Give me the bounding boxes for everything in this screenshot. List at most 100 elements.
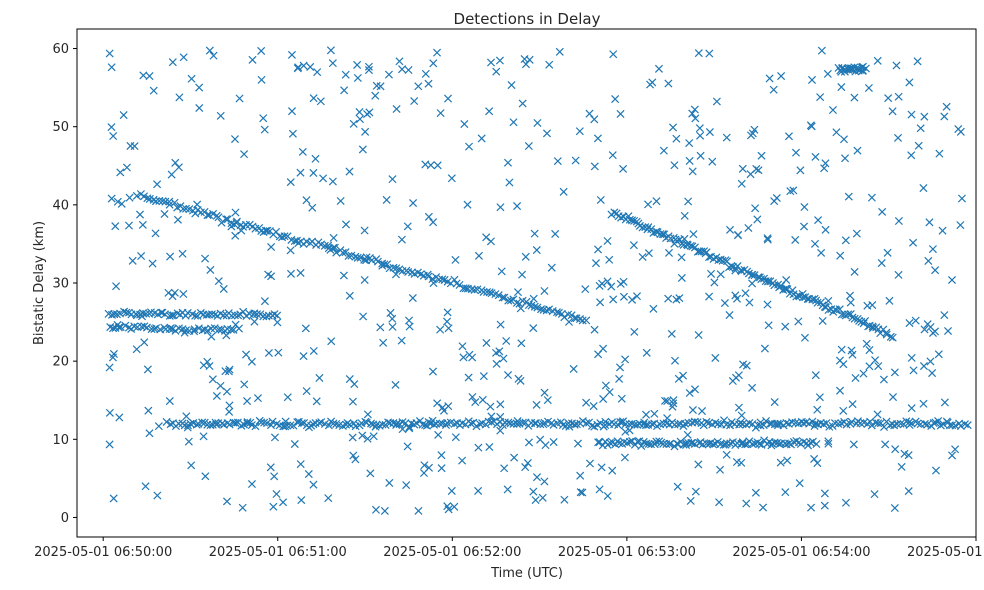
detection-point [722,133,731,142]
detection-point [893,133,903,142]
detection-point [784,132,793,141]
detection-point [862,339,871,348]
detection-point [237,226,246,235]
detection-point [355,108,364,117]
y-tick-label: 50 [52,120,69,135]
detection-point [616,109,625,118]
x-tick-label: 2025-05-01 06:55:00 [907,545,984,560]
detection-point [603,236,612,245]
detection-point [251,422,260,431]
detection-point [252,310,262,319]
detection-point [865,346,874,355]
detection-point [593,134,602,143]
detection-point [810,421,819,430]
detection-point [916,124,925,133]
detection-point [203,357,212,366]
detection-point [524,300,533,309]
detection-point [398,425,407,434]
detection-point [630,327,639,336]
detection-point [447,174,456,183]
detection-point [107,123,116,132]
detection-point [934,417,943,426]
detection-point [120,307,129,316]
detection-point [296,460,305,469]
detection-point [840,154,850,163]
detection-point [487,412,496,421]
detection-point [782,284,791,293]
detection-point [237,421,246,430]
detection-point [358,145,367,154]
detection-point [707,269,716,278]
detection-point [770,197,779,206]
detection-point [388,314,397,323]
detection-point [711,418,720,427]
detection-point [497,267,506,276]
detection-point [685,389,694,398]
detection-point [496,400,505,409]
detection-point [765,74,774,83]
detection-point [813,298,822,307]
detection-point [345,167,354,176]
detection-point [590,115,599,124]
detection-point [914,141,923,150]
detection-point [513,202,522,211]
detection-point [919,184,928,193]
detection-point [794,317,803,326]
detection-point [298,147,307,156]
detection-point [204,310,214,319]
detection-point [302,387,311,396]
detection-point [360,275,369,285]
detection-point [273,311,282,320]
detection-point [201,254,210,263]
detection-point [107,194,116,203]
detection-point [907,110,916,119]
detection-point [507,81,516,90]
detection-point [905,418,914,427]
detection-point [617,394,626,403]
detection-point [846,298,855,307]
detection-point [750,125,759,134]
detection-point [530,229,539,238]
detection-point [940,112,949,121]
detection-point [222,215,231,224]
detection-point [907,353,916,362]
detection-point [320,241,329,250]
detection-point [392,104,401,114]
detection-point [720,416,729,425]
detection-point [770,398,779,407]
detection-point [808,437,817,446]
detection-point [212,391,221,401]
detection-point [909,238,918,247]
detection-point [167,170,176,179]
detection-point [520,54,529,64]
detection-point [907,151,916,160]
detection-point [731,266,740,275]
detection-point [926,357,935,366]
detection-point [498,293,507,302]
detection-point [479,287,488,296]
detection-point [939,420,948,429]
detection-point [684,197,693,206]
detection-point [195,83,204,92]
detection-point [437,464,446,473]
detection-point [149,86,158,95]
detection-point [132,345,141,354]
detection-point [818,316,827,325]
detection-point [649,304,658,313]
detection-point [264,270,273,279]
detection-point [589,402,598,411]
detection-point [199,432,208,441]
detection-point [270,472,279,481]
detection-point [690,417,699,426]
detection-point [309,168,318,177]
detection-point [688,167,697,176]
detection-point [777,281,786,290]
detection-point [434,430,443,439]
detection-point [148,259,157,268]
detection-point [312,397,321,406]
detection-point [247,357,256,366]
x-tick-label: 2025-05-01 06:54:00 [732,545,870,560]
detection-point [748,270,757,279]
detection-point [372,81,381,90]
detection-point [512,298,521,307]
